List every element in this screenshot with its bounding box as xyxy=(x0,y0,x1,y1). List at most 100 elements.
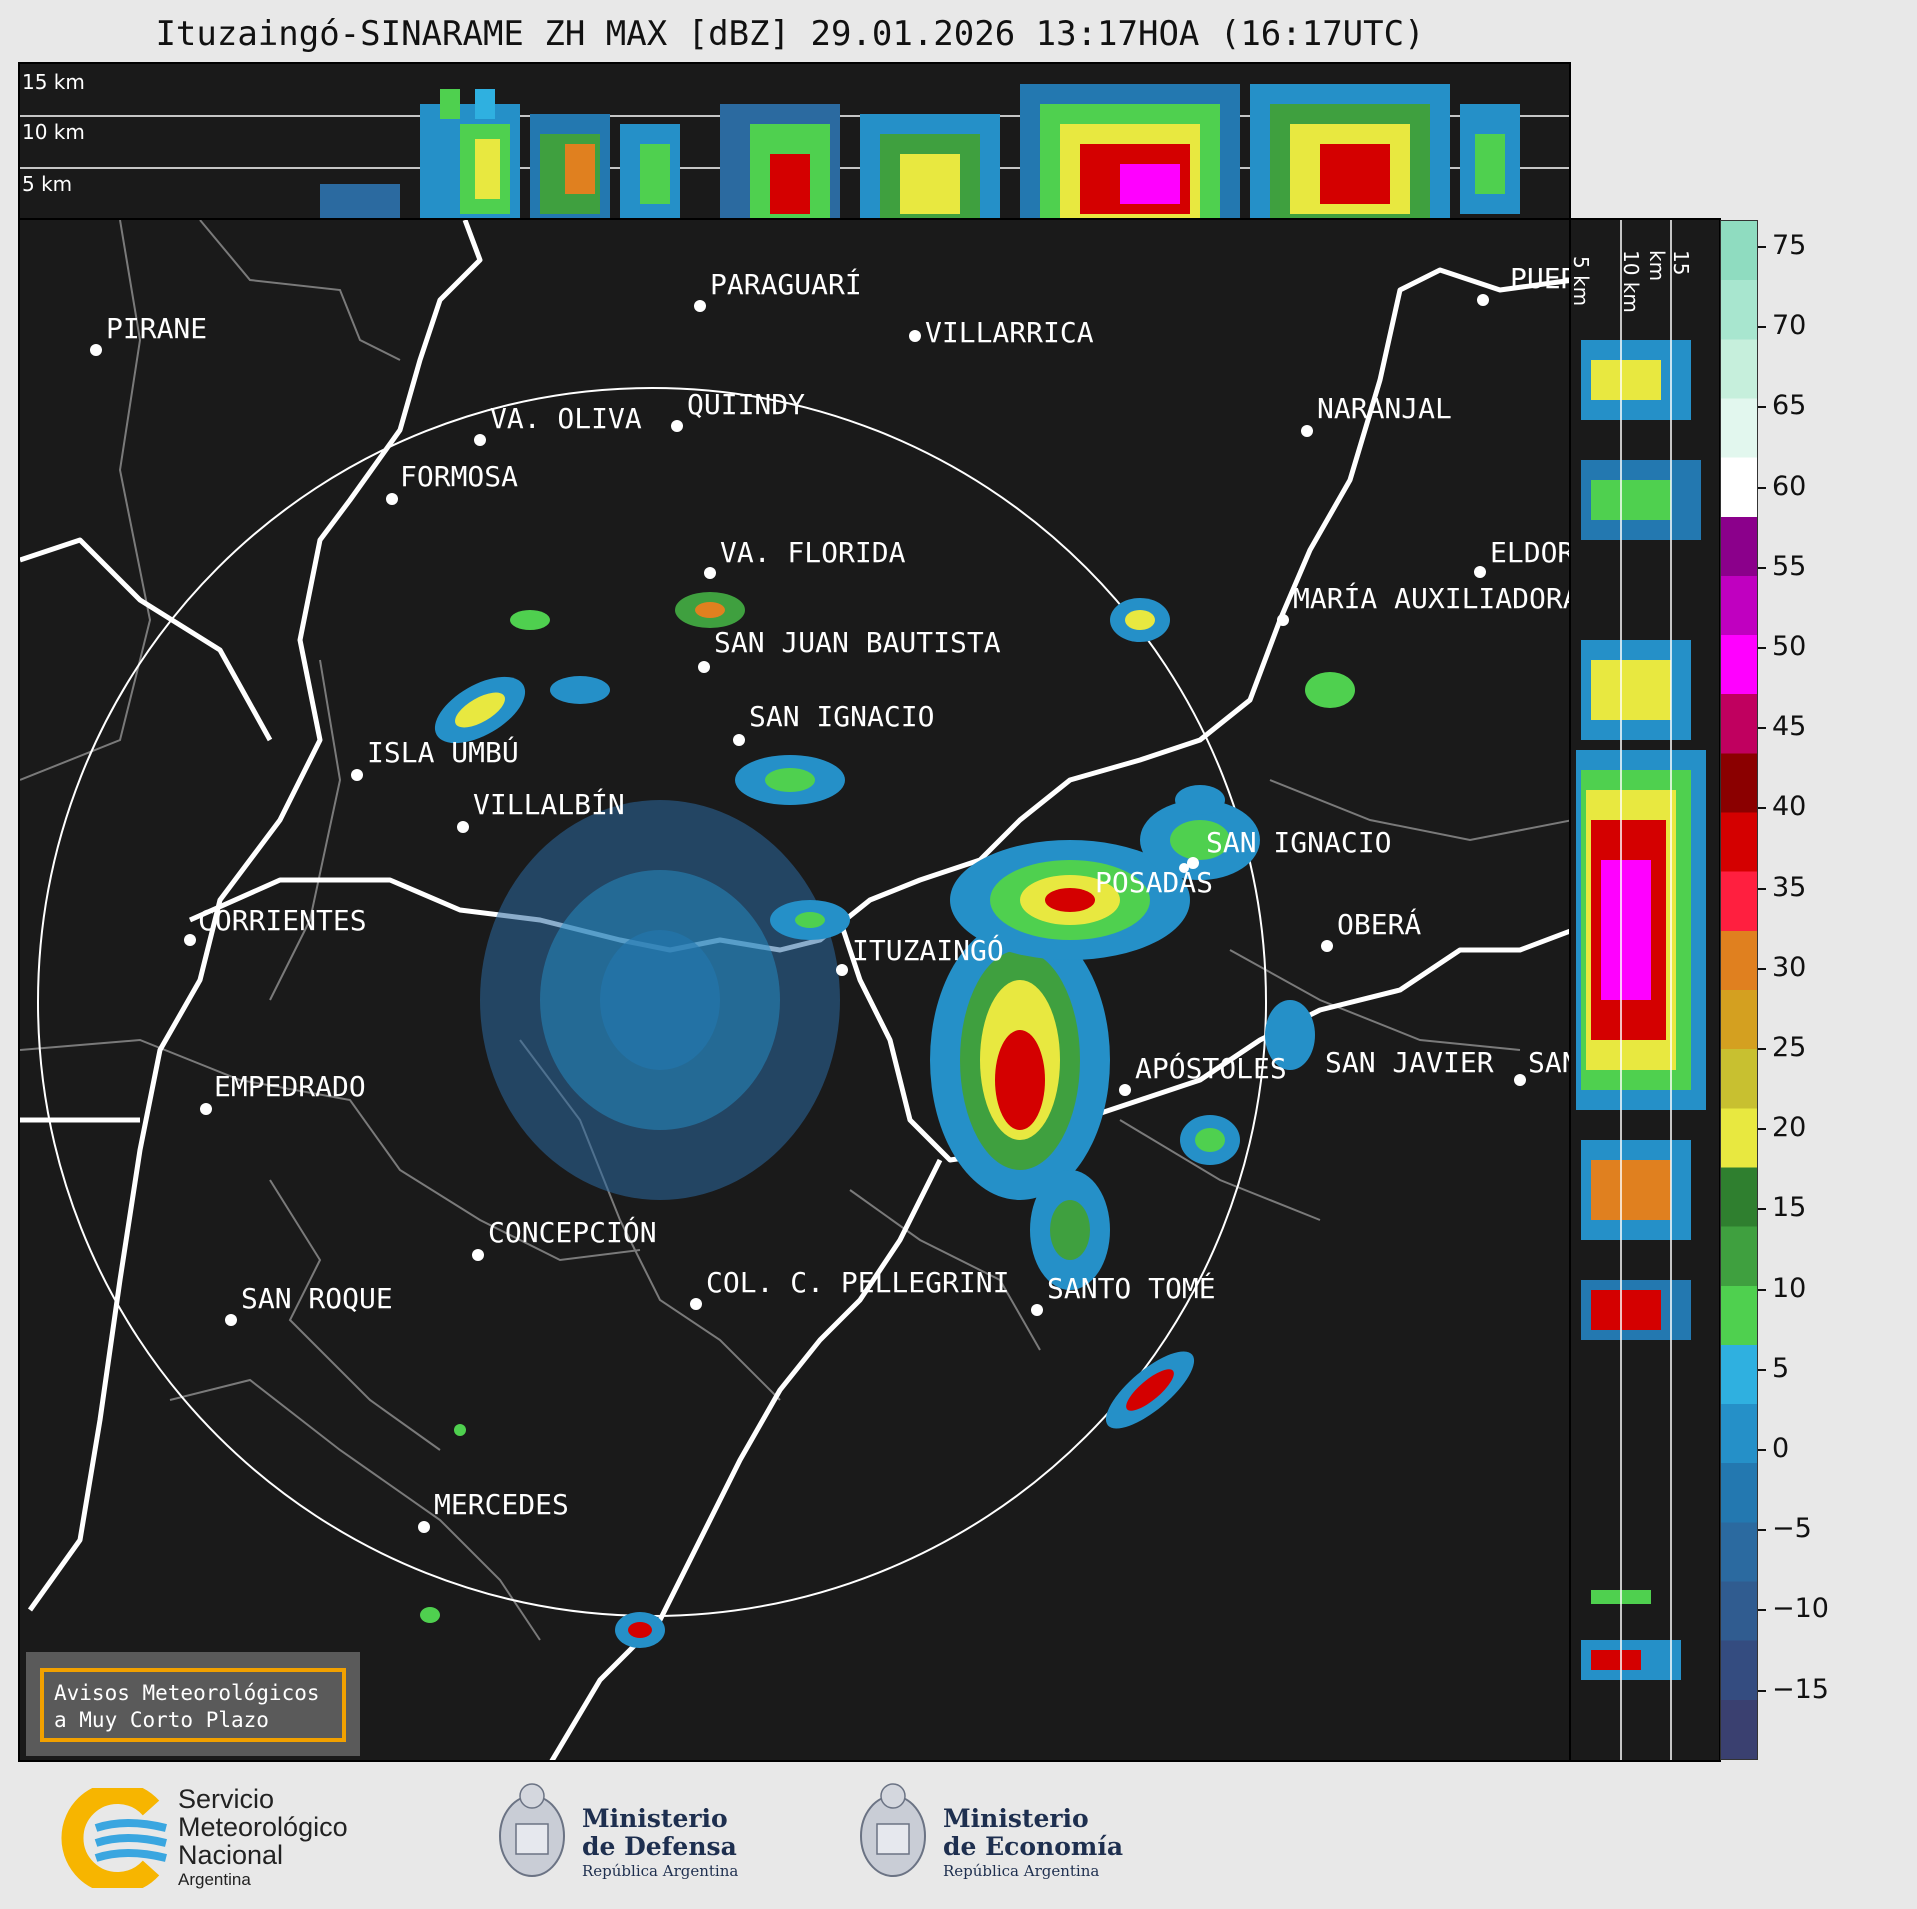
warning-frame: Avisos Meteorológicos a Muy Corto Plazo xyxy=(40,1668,346,1742)
side-profile-svg xyxy=(1576,220,1706,1760)
city-label-empedrado: EMPEDRADO xyxy=(214,1070,366,1103)
map-title: Ituzaingó-SINARAME ZH MAX [dBZ] 29.01.20… xyxy=(155,14,1425,54)
city-label-paraguari: PARAGUARÍ xyxy=(710,268,862,301)
city-label-eldorado: ELDORADO xyxy=(1490,536,1569,569)
colorbar-tick-label: 0 xyxy=(1772,1433,1790,1464)
city-label-concepcion: CONCEPCIÓN xyxy=(488,1216,657,1249)
colorbar-tick-mark xyxy=(1758,1128,1766,1131)
colorbar-tick-label: 50 xyxy=(1772,631,1807,662)
city-markers xyxy=(90,294,1526,1533)
top-profile-svg xyxy=(20,84,1569,218)
city-label-villarrica: VILLARRICA xyxy=(925,316,1094,349)
colorbar xyxy=(1720,220,1758,1760)
colorbar-tick-mark xyxy=(1758,1689,1766,1692)
colorbar-tick-label: 40 xyxy=(1772,791,1807,823)
city-label-obera: OBERÁ xyxy=(1337,908,1422,941)
warning-box: Avisos Meteorológicos a Muy Corto Plazo xyxy=(26,1652,360,1756)
colorbar-tick-label: −10 xyxy=(1772,1593,1829,1625)
colorbar-tick-mark xyxy=(1758,1449,1766,1451)
colorbar-tick-mark xyxy=(1758,887,1766,890)
colorbar-tick-mark xyxy=(1758,326,1766,329)
city-label-quiindy: QUIINDY xyxy=(687,388,806,421)
colorbar-tick-mark xyxy=(1758,647,1766,649)
city-label-isla-umbu: ISLA UMBÚ xyxy=(367,736,519,769)
city-label-formosa: FORMOSA xyxy=(400,460,519,493)
colorbar-tick-label: 20 xyxy=(1772,1112,1807,1144)
colorbar-ticks: 75 70 65 60 55 50 45 40 35 30 25 20 15 10 5 0 −5 −10 −15 xyxy=(1758,220,1908,1760)
economia-logo: Ministerio de Economía República Argenti… xyxy=(855,1774,1135,1899)
city-label-san-ignacio-py: SAN IGNACIO xyxy=(749,700,935,733)
colorbar-tick-label: 5 xyxy=(1772,1352,1790,1384)
city-label-naranjal: NARANJAL xyxy=(1317,392,1452,425)
colorbar-tick-label: 15 xyxy=(1772,1192,1807,1224)
radar-map-svg xyxy=(20,220,1569,1760)
colorbar-tick-mark xyxy=(1758,566,1766,569)
city-label-posadas: POSADAS xyxy=(1095,866,1214,899)
city-label-puerto: PUERTO xyxy=(1510,262,1569,295)
colorbar-tick-label: 55 xyxy=(1772,550,1807,582)
colorbar-tick-label: 65 xyxy=(1772,390,1807,422)
colorbar-tick-mark xyxy=(1758,807,1766,810)
city-label-san: SAN xyxy=(1528,1046,1569,1079)
colorbar-tick-mark xyxy=(1758,727,1766,730)
city-label-santo-tome: SANTO TOMÉ xyxy=(1047,1272,1216,1305)
defensa-line-2: de Defensa xyxy=(582,1832,737,1861)
city-label-villalbin: VILLALBÍN xyxy=(473,788,625,821)
city-label-va-oliva: VA. OLIVA xyxy=(490,402,642,435)
side-alt-label-5: 5 km xyxy=(1569,256,1593,307)
economia-line-2: de Economía xyxy=(943,1832,1124,1861)
colorbar-tick-label: 25 xyxy=(1772,1032,1807,1063)
side-profile-echoes xyxy=(1576,340,1706,1680)
colorbar-tick-mark xyxy=(1758,246,1766,248)
warning-line-1: Avisos Meteorológicos xyxy=(54,1681,320,1705)
top-profile-echoes xyxy=(320,84,1520,218)
smn-logo: Servicio Meteorológico Nacional Argentin… xyxy=(56,1784,396,1894)
colorbar-tick-label: 35 xyxy=(1772,871,1807,903)
coat-of-arms-icon xyxy=(860,1783,926,1877)
coat-of-arms-icon xyxy=(499,1783,565,1877)
city-label-san-roque: SAN ROQUE xyxy=(241,1282,393,1315)
colorbar-tick-mark xyxy=(1758,1048,1766,1050)
colorbar-tick-mark xyxy=(1758,1288,1766,1291)
radar-map-panel: PARAGUARÍ VILLARRICA PIRANE QUIINDY VA. … xyxy=(18,218,1571,1762)
city-label-mercedes: MERCEDES xyxy=(434,1488,569,1521)
city-label-apostoles: APÓSTOLES xyxy=(1135,1052,1287,1085)
smn-line-1: Servicio xyxy=(178,1784,275,1814)
city-label-san-juan-bautista: SAN JUAN BAUTISTA xyxy=(714,626,1001,659)
warning-line-2: a Muy Corto Plazo xyxy=(54,1708,269,1732)
colorbar-tick-label: 45 xyxy=(1772,711,1807,743)
storm-echoes xyxy=(420,592,1355,1648)
colorbar-tick-label: 70 xyxy=(1772,310,1807,342)
colorbar-tick-label: −15 xyxy=(1772,1673,1829,1705)
colorbar-tick-mark xyxy=(1758,1529,1766,1532)
colorbar-tick-mark xyxy=(1758,1368,1766,1371)
smn-logo-icon xyxy=(61,1788,167,1888)
smn-line-2: Meteorológico xyxy=(178,1812,348,1842)
defensa-line-3: República Argentina xyxy=(582,1862,739,1880)
colorbar-tick-label: 60 xyxy=(1772,470,1807,502)
defensa-line-1: Ministerio xyxy=(582,1804,728,1833)
colorbar-tick-label: 30 xyxy=(1772,951,1807,983)
side-profile-panel: 5 km 10 km 15 km xyxy=(1569,218,1721,1762)
city-label-pirane: PIRANE xyxy=(106,312,208,345)
smn-line-4: Argentina xyxy=(178,1870,251,1889)
colorbar-tick-mark xyxy=(1758,406,1766,409)
top-alt-label-10: 10 km xyxy=(22,120,85,144)
colorbar-tick-mark xyxy=(1758,1609,1766,1612)
colorbar-tick-mark xyxy=(1758,967,1766,970)
colorbar-tick-mark xyxy=(1758,1208,1766,1211)
economia-line-1: Ministerio xyxy=(943,1804,1089,1833)
city-label-ituzaingo: ITUZAINGÓ xyxy=(852,934,1004,967)
economia-line-3: República Argentina xyxy=(943,1862,1100,1880)
city-label-col-pellegrini: COL. C. PELLEGRINI xyxy=(706,1266,1010,1299)
top-alt-label-5: 5 km xyxy=(22,172,73,196)
side-alt-label-15: 15 km xyxy=(1645,250,1693,282)
city-label-san-ignacio-ar: SAN IGNACIO xyxy=(1206,826,1392,859)
city-label-maria-auxiliadora: MARÍA AUXILIADORA xyxy=(1293,582,1571,615)
ground-clutter xyxy=(480,800,840,1200)
top-profile-panel: 15 km 10 km 5 km xyxy=(18,62,1571,220)
colorbar-tick-mark xyxy=(1758,486,1766,489)
city-label-san-javier: SAN JAVIER xyxy=(1325,1046,1494,1079)
colorbar-gradient xyxy=(1721,221,1757,1759)
city-label-va-florida: VA. FLORIDA xyxy=(720,536,906,569)
